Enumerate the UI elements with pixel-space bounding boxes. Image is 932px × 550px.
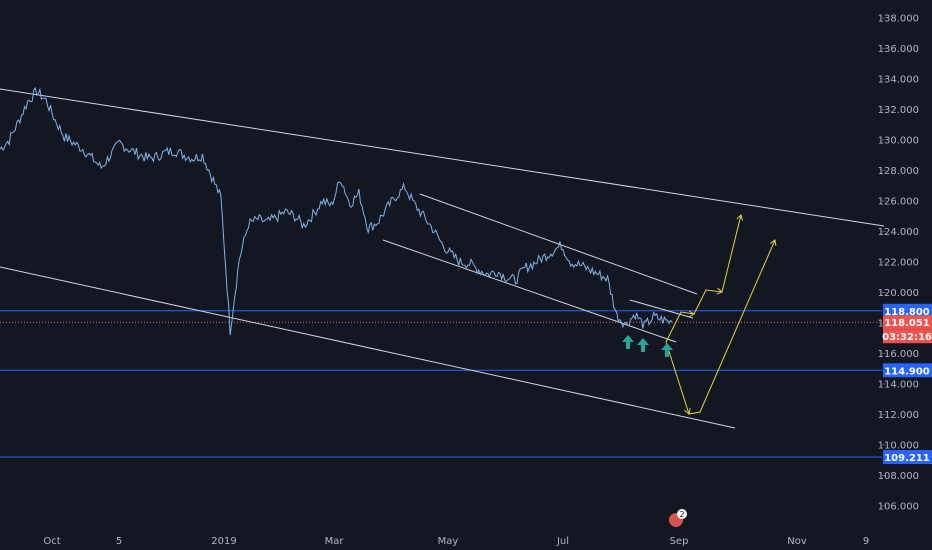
trend-channel-line[interactable]: [0, 88, 885, 227]
svg-text:118.051: 118.051: [884, 318, 930, 329]
x-tick-label: May: [438, 536, 459, 547]
arrow-up-icon: [637, 338, 649, 352]
y-tick-label: 120.000: [878, 288, 919, 299]
y-tick-label: 108.000: [878, 471, 919, 482]
y-tick-label: 112.000: [878, 410, 919, 421]
notification-button[interactable]: 2: [669, 509, 687, 527]
y-tick-label: 110.000: [878, 441, 919, 452]
svg-text:114.900: 114.900: [884, 366, 930, 377]
y-tick-label: 134.000: [878, 75, 919, 86]
x-tick-label: Oct: [43, 536, 60, 547]
y-tick-label: 138.000: [878, 14, 919, 25]
level-price-badge: 109.211: [883, 450, 932, 465]
bar-countdown-badge: 03:32:16: [882, 329, 932, 344]
trend-channel-line[interactable]: [629, 299, 694, 319]
y-tick-label: 106.000: [878, 502, 919, 513]
x-tick-label: 5: [116, 536, 122, 547]
svg-text:109.211: 109.211: [884, 453, 930, 464]
notification-count: 2: [679, 510, 684, 519]
arrow-up-icon: [661, 343, 673, 357]
projection-arrowhead: [688, 310, 695, 318]
notification-count-bubble: [677, 509, 687, 519]
y-tick-label: 136.000: [878, 44, 919, 55]
price-series-line: [0, 86, 673, 336]
trend-channel-line[interactable]: [419, 193, 698, 295]
x-tick-label: 2019: [211, 536, 236, 547]
y-tick-label: 124.000: [878, 227, 919, 238]
x-tick-label: Jul: [556, 536, 569, 547]
x-tick-label: 9: [863, 536, 869, 547]
y-tick-label: 114.000: [878, 380, 919, 391]
level-price-badge: 118.800: [883, 303, 932, 318]
y-tick-label: 128.000: [878, 166, 919, 177]
y-tick-label: 122.000: [878, 258, 919, 269]
current-price-badge: 118.051: [883, 315, 932, 330]
projection-arrowhead: [770, 239, 777, 246]
svg-text:03:32:16: 03:32:16: [882, 332, 932, 343]
projection-path[interactable]: [665, 239, 776, 415]
projection-arrowhead: [684, 408, 691, 415]
y-tick-label: 132.000: [878, 105, 919, 116]
y-tick-label: 126.000: [878, 197, 919, 208]
y-tick-label: 116.000: [878, 349, 919, 360]
projection-arrowhead: [736, 214, 744, 221]
y-tick-label: 130.000: [878, 136, 919, 147]
projection-arrowhead: [716, 287, 723, 295]
projection-path[interactable]: [665, 214, 742, 343]
x-tick-label: Nov: [787, 536, 807, 547]
arrow-up-icon: [622, 335, 634, 349]
trend-channel-line[interactable]: [0, 266, 736, 429]
level-price-badge: 114.900: [883, 363, 932, 378]
x-tick-label: Sep: [670, 536, 689, 547]
x-tick-label: Mar: [325, 536, 345, 547]
svg-text:118.800: 118.800: [884, 307, 930, 318]
